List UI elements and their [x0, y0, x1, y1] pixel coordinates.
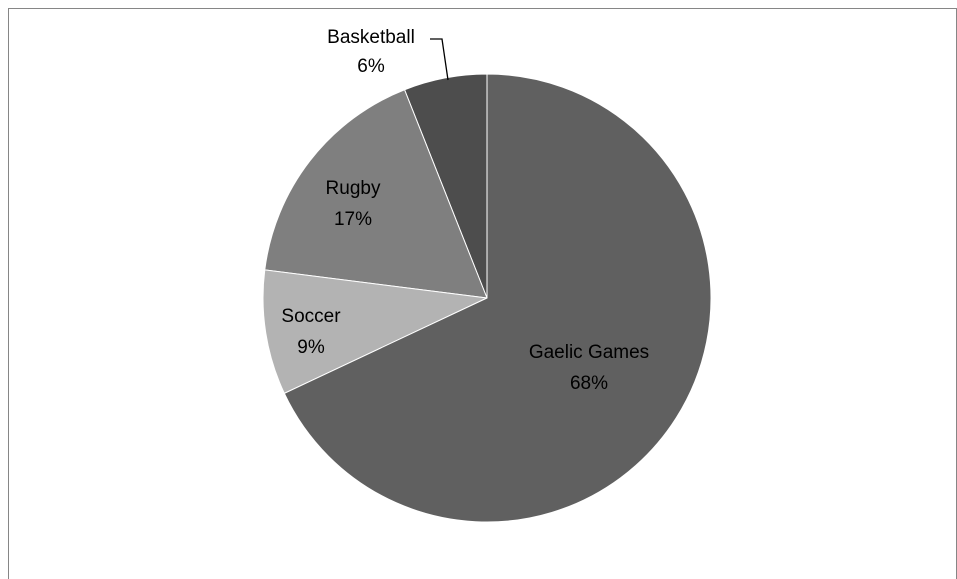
- data-label-percent-gaelic-games: 68%: [570, 373, 608, 394]
- pie-slice-rugby: [264, 89, 488, 299]
- data-label-percent-basketball: 6%: [357, 56, 385, 77]
- data-label-category-gaelic-games: Gaelic Games: [529, 342, 649, 363]
- pie-slice-soccer: [262, 269, 489, 395]
- leader-line-basketball: [430, 38, 449, 81]
- data-label-category-basketball: Basketball: [327, 27, 415, 48]
- data-label-category-soccer: Soccer: [281, 306, 341, 327]
- data-label-percent-soccer: 9%: [297, 337, 325, 358]
- data-label-percent-rugby: 17%: [334, 209, 372, 230]
- data-label-category-rugby: Rugby: [326, 178, 381, 199]
- pie-slice-gaelic-games: [283, 73, 712, 523]
